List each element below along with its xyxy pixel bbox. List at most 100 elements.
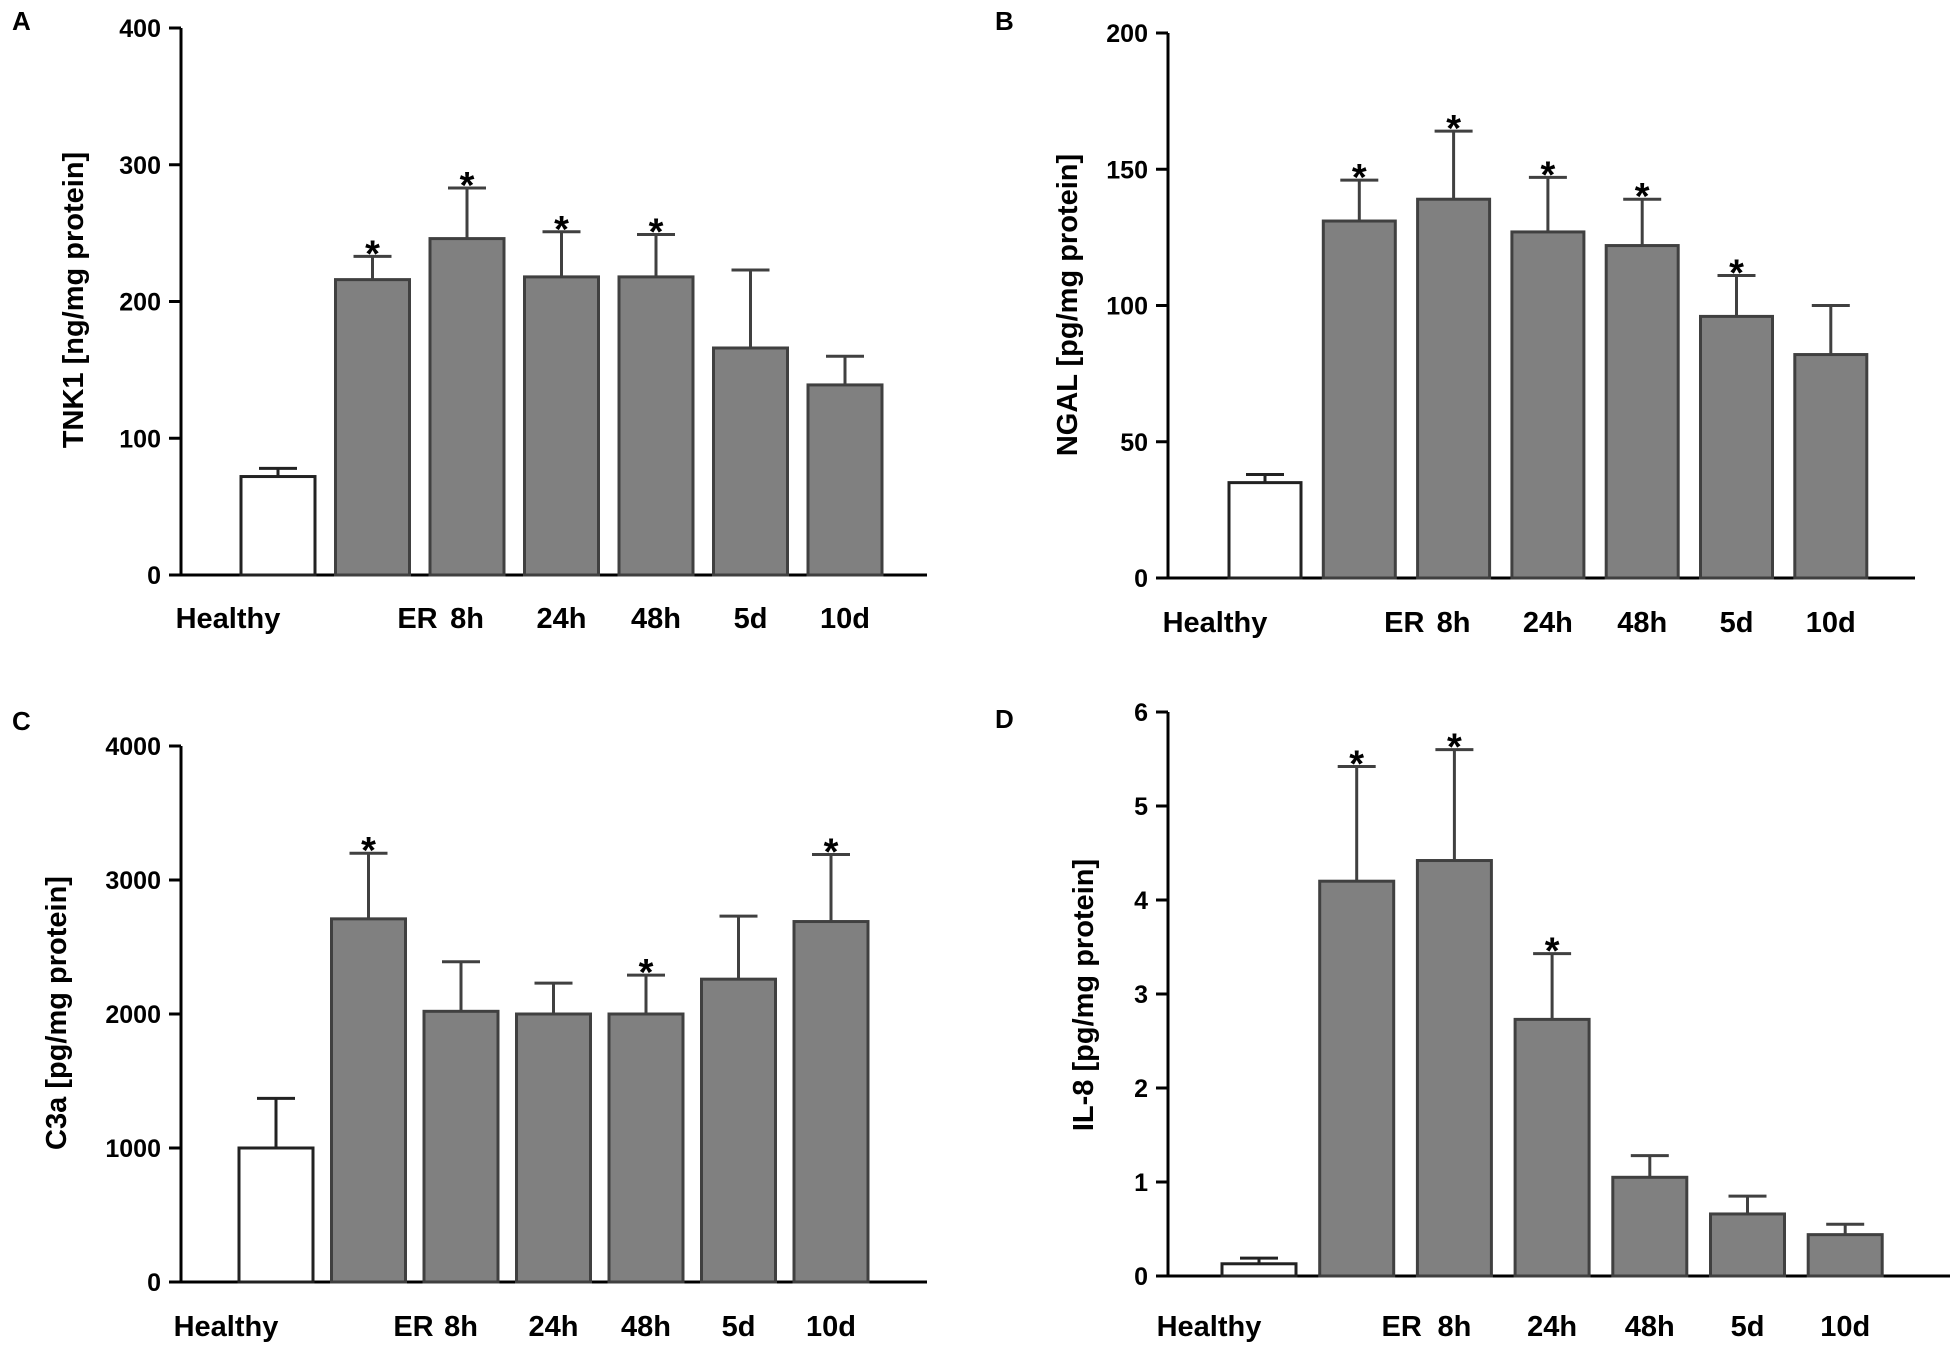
bar: [1793, 353, 1869, 580]
y-tick-label: 2000: [105, 1001, 161, 1029]
y-tick-label: 300: [119, 152, 161, 180]
significance-star: *: [649, 211, 664, 253]
significance-star: *: [1349, 744, 1364, 786]
bar: [1510, 230, 1586, 580]
category-label: 24h: [1527, 1311, 1577, 1343]
bar: [607, 1012, 685, 1284]
y-tick-label: 3: [1134, 981, 1148, 1009]
category-label: Healthy: [1157, 1311, 1262, 1343]
category-label: 48h: [1625, 1311, 1675, 1343]
y-tick-label: 200: [1106, 20, 1148, 48]
y-tick-label: 0: [1134, 1263, 1148, 1291]
y-tick-label: 100: [1106, 293, 1148, 321]
bar: [1513, 1017, 1591, 1278]
significance-star: *: [554, 209, 569, 251]
bar: [422, 1009, 500, 1284]
significance-star: *: [1352, 157, 1367, 199]
category-label: 48h: [1617, 607, 1667, 639]
panel-b: B 0 50 100 150 200 NGAL [pg/mg protein] Healthy…: [995, 6, 1915, 639]
y-tick-label: 0: [147, 562, 161, 590]
bar: [617, 275, 695, 577]
category-label: Healthy: [174, 1311, 279, 1343]
y-tick-label: 5: [1134, 793, 1148, 821]
significance-star: *: [1729, 253, 1744, 295]
bar: [1321, 219, 1397, 580]
bar: [239, 475, 317, 577]
y-tick-label: 2: [1134, 1075, 1148, 1103]
bar: [1699, 314, 1774, 580]
panel-letter: B: [995, 6, 1014, 36]
bar: [1227, 481, 1303, 580]
category-label: 24h: [1523, 607, 1573, 639]
category-label: 8h: [450, 603, 484, 635]
category-label: 5d: [1731, 1311, 1765, 1343]
bar: [334, 278, 411, 577]
bar: [428, 237, 506, 577]
category-label: ER: [1384, 607, 1424, 639]
y-tick-label: 150: [1106, 156, 1148, 184]
bar: [1220, 1262, 1298, 1278]
bar: [1416, 197, 1492, 580]
bar: [712, 346, 789, 577]
bar: [330, 917, 407, 1284]
category-label: ER: [397, 603, 437, 635]
significance-star: *: [1545, 931, 1560, 973]
category-label: 24h: [537, 603, 587, 635]
panel-a: A 0 100 200 300 400 TNK1 [ng/mg protein] Health…: [12, 6, 927, 635]
y-tick-label: 6: [1134, 699, 1148, 727]
bar: [1709, 1212, 1786, 1278]
bar: [237, 1146, 315, 1284]
category-label: 10d: [820, 603, 870, 635]
significance-star: *: [361, 830, 376, 872]
y-axis-title: C3a [pg/mg protein]: [41, 876, 73, 1150]
panel-c: C 0 1000 2000 3000 4000 C3a [pg/mg protein] Hea…: [12, 706, 927, 1343]
y-tick-label: 400: [119, 15, 161, 43]
y-tick-label: 4: [1134, 887, 1148, 915]
category-label: 48h: [631, 603, 681, 635]
bar: [1806, 1233, 1884, 1278]
category-label: 10d: [806, 1311, 856, 1343]
category-label: 8h: [1437, 607, 1471, 639]
significance-star: *: [824, 832, 839, 874]
category-label: 8h: [444, 1311, 478, 1343]
significance-star: *: [1446, 108, 1461, 150]
y-tick-label: 4000: [105, 733, 161, 761]
y-tick-label: 1: [1134, 1169, 1148, 1197]
bar: [1611, 1175, 1689, 1278]
y-axis-title: TNK1 [ng/mg protein]: [58, 152, 90, 448]
bar: [1415, 859, 1493, 1278]
category-label: 5d: [734, 603, 768, 635]
y-tick-label: 0: [147, 1269, 161, 1297]
panel-letter: A: [12, 6, 31, 36]
category-label: 5d: [1720, 607, 1754, 639]
category-label: 5d: [722, 1311, 756, 1343]
category-label: ER: [393, 1311, 433, 1343]
panel-letter: C: [12, 706, 31, 736]
y-tick-label: 200: [119, 289, 161, 317]
category-label: 10d: [1806, 607, 1856, 639]
significance-star: *: [639, 952, 654, 994]
significance-star: *: [365, 233, 380, 275]
category-label: Healthy: [176, 603, 281, 635]
significance-star: *: [1447, 727, 1462, 769]
y-axis-title: IL-8 [pg/mg protein]: [1068, 859, 1100, 1131]
y-axis-title: NGAL [pg/mg protein]: [1052, 154, 1084, 456]
bar: [1318, 879, 1396, 1278]
bar: [1604, 244, 1680, 580]
y-tick-label: 3000: [105, 867, 161, 895]
significance-star: *: [1541, 154, 1556, 196]
y-tick-label: 1000: [105, 1135, 161, 1163]
category-label: Healthy: [1163, 607, 1268, 639]
bar: [523, 275, 600, 577]
category-label: 48h: [621, 1311, 671, 1343]
panel-letter: D: [995, 704, 1014, 734]
y-tick-label: 50: [1120, 429, 1148, 457]
category-label: 8h: [1437, 1311, 1471, 1343]
bar: [792, 920, 870, 1284]
category-label: 24h: [529, 1311, 579, 1343]
bar: [515, 1012, 592, 1284]
y-tick-label: 100: [119, 425, 161, 453]
panel-d: D 0 1 2 3 4 5 6 IL-8 [pg/mg protein] Healthy * ER * 8…: [995, 699, 1950, 1343]
category-label: 10d: [1820, 1311, 1870, 1343]
